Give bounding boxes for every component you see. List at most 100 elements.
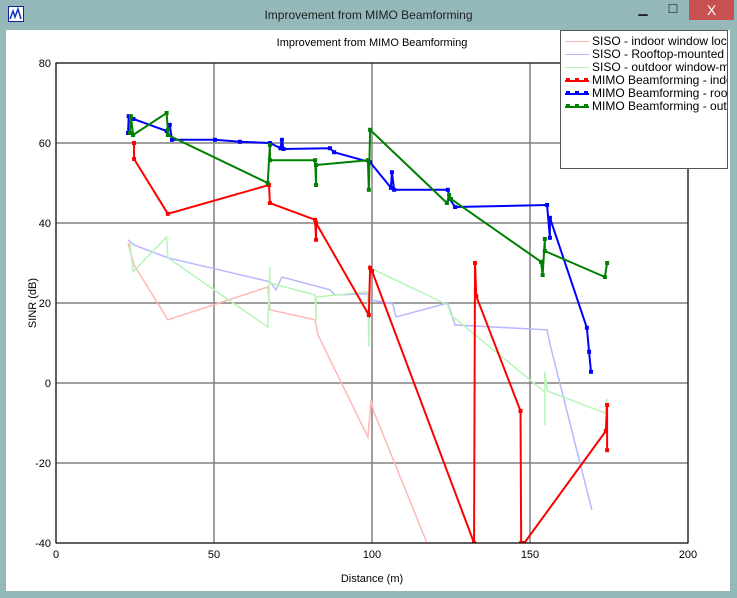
- data-point: [132, 157, 137, 161]
- legend-swatch: [565, 104, 589, 108]
- data-point: [603, 429, 608, 433]
- minimize-button[interactable]: ▁: [638, 2, 648, 16]
- data-point: [131, 117, 136, 121]
- y-tick-label: 40: [39, 218, 51, 230]
- data-point: [127, 131, 132, 135]
- data-point: [281, 147, 286, 151]
- legend-label: SISO - Rooftop-mounted: [592, 47, 725, 61]
- series-line: [127, 239, 593, 511]
- data-point: [314, 237, 319, 242]
- data-point: [449, 197, 453, 201]
- legend-label: MIMO Beamforming - rooftop-mounted: [592, 86, 728, 100]
- data-point: [267, 143, 272, 147]
- data-point: [588, 369, 593, 374]
- data-point: [237, 139, 242, 144]
- data-point: [472, 541, 477, 543]
- data-point: [473, 261, 478, 265]
- y-tick-label: 60: [39, 138, 51, 150]
- data-point: [167, 123, 172, 127]
- data-point: [519, 541, 524, 543]
- series-0: [127, 242, 428, 543]
- data-point: [314, 221, 319, 225]
- x-axis-label: Distance (m): [341, 573, 403, 585]
- data-point: [447, 193, 452, 197]
- x-tick-label: 150: [521, 549, 539, 561]
- close-button[interactable]: X: [689, 0, 734, 20]
- data-point: [267, 158, 272, 163]
- data-point: [332, 150, 337, 155]
- data-point: [453, 205, 458, 209]
- data-point: [278, 146, 283, 151]
- app-chart-icon: [8, 6, 24, 22]
- data-point: [584, 325, 589, 330]
- series-3: [132, 141, 610, 543]
- data-point: [547, 215, 552, 220]
- data-point: [366, 313, 371, 317]
- data-point: [518, 409, 523, 413]
- data-point: [547, 235, 552, 240]
- data-point: [540, 273, 545, 277]
- window-title: Improvement from MIMO Beamforming: [264, 8, 473, 22]
- data-point: [366, 187, 371, 192]
- data-point: [389, 170, 394, 175]
- legend-swatch: [565, 41, 589, 42]
- data-point: [605, 403, 610, 407]
- legend-item: MIMO Beamforming - outdoor window-mounte…: [561, 99, 727, 113]
- data-point: [164, 111, 169, 115]
- legend-swatch: [565, 54, 589, 55]
- data-point: [542, 249, 547, 253]
- data-point: [314, 163, 319, 167]
- data-point: [126, 114, 131, 119]
- data-point: [212, 137, 217, 142]
- data-point: [602, 275, 607, 279]
- series-line: [128, 111, 609, 279]
- data-point: [165, 133, 170, 137]
- series-2: [129, 235, 608, 425]
- data-point: [370, 269, 374, 273]
- data-point: [368, 127, 373, 132]
- title-bar: Improvement from MIMO Beamforming ▁ ☐ X: [0, 0, 737, 30]
- data-point: [444, 201, 449, 205]
- data-point: [313, 158, 318, 163]
- legend-label: MIMO Beamforming - indoor window locatio…: [592, 73, 727, 87]
- data-point: [128, 114, 133, 119]
- series-5: [127, 111, 610, 279]
- y-axis-label: SINR (dB): [27, 278, 39, 328]
- plot-border: [55, 62, 689, 544]
- legend-swatch: [565, 91, 589, 95]
- data-point: [169, 137, 174, 142]
- data-point: [605, 261, 610, 265]
- x-tick-label: 50: [208, 549, 220, 561]
- data-point: [279, 137, 284, 142]
- y-tick-label: 0: [45, 378, 51, 390]
- data-point: [365, 158, 370, 163]
- legend-swatch: [565, 67, 589, 68]
- series-line: [133, 143, 609, 543]
- y-tick-label: 20: [39, 298, 51, 310]
- y-tick-label: 80: [39, 58, 51, 70]
- data-point: [165, 127, 170, 132]
- legend-item: MIMO Beamforming - indoor window locatio…: [561, 73, 727, 87]
- legend-item: MIMO Beamforming - rooftop-mounted: [561, 86, 728, 100]
- maximize-button[interactable]: ☐: [667, 2, 679, 16]
- data-point: [542, 237, 547, 241]
- series-1: [127, 239, 593, 511]
- data-point: [314, 183, 319, 187]
- series-4: [126, 114, 593, 374]
- data-point: [131, 133, 136, 137]
- data-point: [313, 217, 318, 222]
- x-tick-label: 200: [679, 549, 697, 561]
- legend-item: SISO - indoor window location: [561, 35, 727, 48]
- legend-item: SISO - Rooftop-mounted: [561, 47, 727, 61]
- data-point: [388, 185, 393, 190]
- x-tick-label: 100: [363, 549, 381, 561]
- data-point: [539, 259, 544, 264]
- data-point: [267, 201, 272, 205]
- series-line: [127, 114, 592, 372]
- legend-swatch: [565, 78, 589, 82]
- data-point: [545, 203, 550, 207]
- y-tick-label: -40: [35, 538, 51, 550]
- legend-label: MIMO Beamforming - outdoor window-mounte…: [592, 99, 727, 113]
- y-tick-label: -20: [35, 458, 51, 470]
- x-tick-label: 0: [53, 549, 59, 561]
